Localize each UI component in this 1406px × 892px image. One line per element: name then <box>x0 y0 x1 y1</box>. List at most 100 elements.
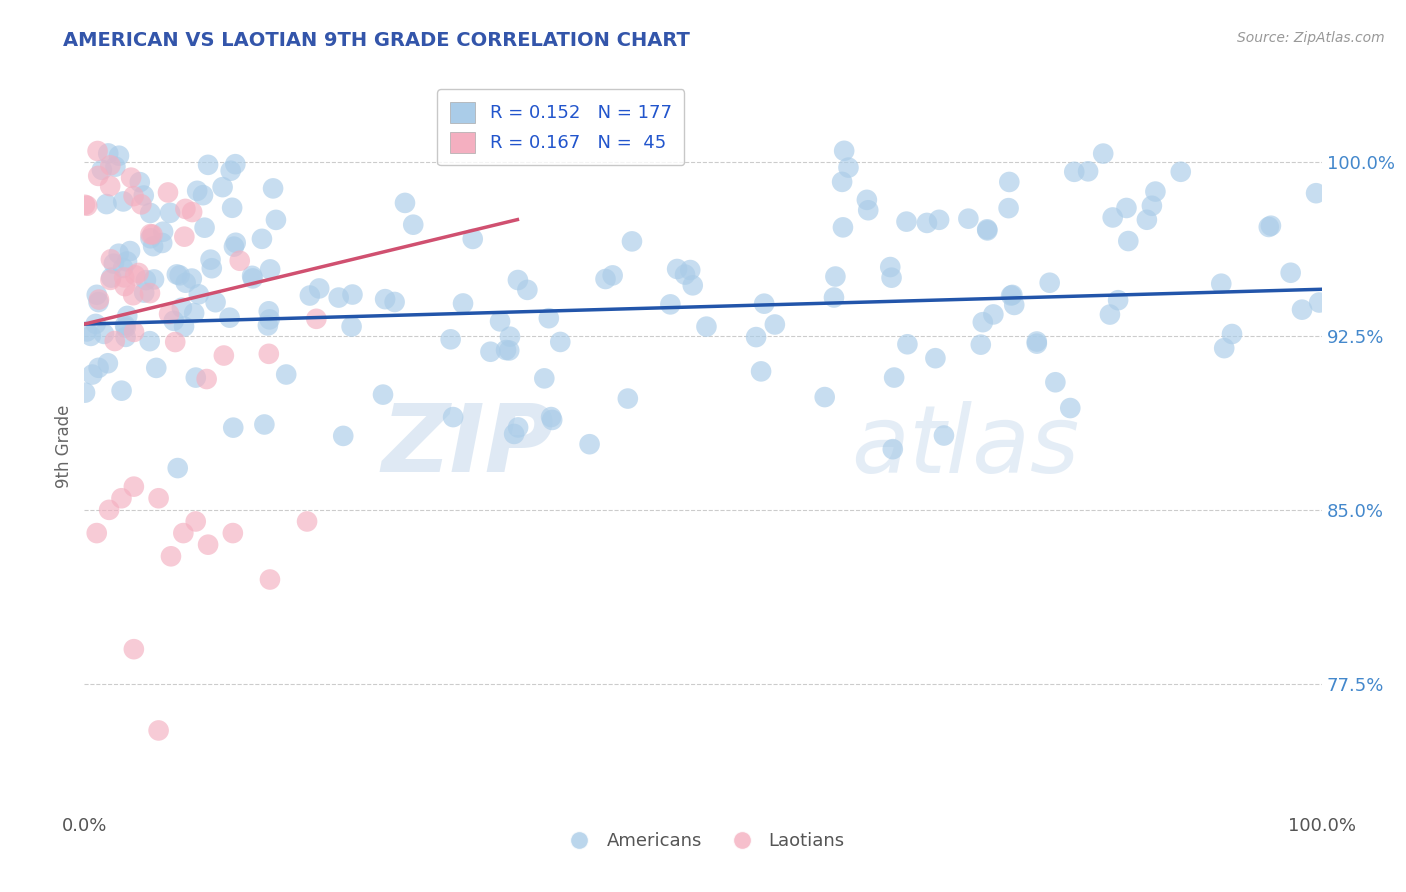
Point <box>120 170 142 185</box>
Point <box>114 318 136 333</box>
Point <box>1002 298 1025 312</box>
Point <box>976 222 998 236</box>
Point <box>1001 288 1024 302</box>
Point <box>1220 326 1243 341</box>
Point <box>86 526 108 541</box>
Point <box>107 246 129 260</box>
Point <box>82 368 104 382</box>
Point <box>96 197 118 211</box>
Point <box>197 158 219 172</box>
Point <box>384 295 406 310</box>
Point <box>763 318 786 332</box>
Point <box>160 549 183 564</box>
Point <box>915 216 938 230</box>
Point <box>156 186 179 200</box>
Point <box>112 270 135 285</box>
Point <box>112 194 135 209</box>
Point <box>745 330 768 344</box>
Point <box>932 428 955 442</box>
Point <box>879 260 901 274</box>
Point <box>461 232 484 246</box>
Point <box>212 349 235 363</box>
Point <box>371 387 394 401</box>
Point <box>814 390 837 404</box>
Point <box>896 214 918 228</box>
Point <box>229 253 252 268</box>
Point <box>858 203 880 218</box>
Point <box>972 315 994 329</box>
Point <box>174 276 197 290</box>
Point <box>402 218 425 232</box>
Point <box>166 268 188 282</box>
Point <box>195 372 218 386</box>
Point <box>1279 266 1302 280</box>
Point <box>856 193 879 207</box>
Point <box>340 319 363 334</box>
Point <box>276 368 298 382</box>
Point <box>90 162 112 177</box>
Point <box>76 325 98 339</box>
Point <box>880 270 903 285</box>
Point <box>328 291 350 305</box>
Point <box>100 252 122 267</box>
Point <box>533 371 555 385</box>
Point <box>682 278 704 293</box>
Point <box>112 260 135 275</box>
Point <box>548 334 571 349</box>
Point <box>114 320 136 334</box>
Point <box>503 426 526 441</box>
Point <box>169 268 191 283</box>
Point <box>479 344 502 359</box>
Point <box>87 293 110 307</box>
Point <box>97 356 120 370</box>
Point <box>998 175 1021 189</box>
Point <box>184 370 207 384</box>
Point <box>1260 219 1282 233</box>
Point <box>1107 293 1129 308</box>
Point <box>1115 201 1137 215</box>
Point <box>495 343 517 357</box>
Point <box>837 161 859 175</box>
Point <box>186 184 208 198</box>
Point <box>489 314 512 328</box>
Point <box>87 295 110 310</box>
Point <box>970 337 993 351</box>
Point <box>143 272 166 286</box>
Point <box>1039 276 1062 290</box>
Point <box>578 437 600 451</box>
Point <box>150 235 173 250</box>
Point <box>181 205 204 219</box>
Point <box>620 235 643 249</box>
Point <box>97 146 120 161</box>
Point <box>194 220 217 235</box>
Text: Source: ZipAtlas.com: Source: ZipAtlas.com <box>1237 31 1385 45</box>
Point <box>128 175 150 189</box>
Point <box>132 188 155 202</box>
Point <box>1140 199 1163 213</box>
Point <box>197 538 219 552</box>
Point <box>262 181 284 195</box>
Point <box>1136 212 1159 227</box>
Point <box>1025 336 1047 351</box>
Point <box>441 410 464 425</box>
Point <box>1063 165 1085 179</box>
Point <box>104 160 127 174</box>
Point <box>831 175 853 189</box>
Point <box>823 291 845 305</box>
Point <box>257 304 280 318</box>
Point <box>1098 308 1121 322</box>
Point <box>1305 186 1327 201</box>
Point <box>166 461 188 475</box>
Point <box>824 269 846 284</box>
Point <box>110 384 132 398</box>
Point <box>983 308 1005 322</box>
Point <box>139 286 162 301</box>
Point <box>148 491 170 506</box>
Point <box>174 202 197 216</box>
Point <box>219 163 242 178</box>
Point <box>103 257 125 271</box>
Point <box>163 314 186 328</box>
Point <box>541 413 564 427</box>
Point <box>754 296 776 310</box>
Point <box>128 266 150 280</box>
